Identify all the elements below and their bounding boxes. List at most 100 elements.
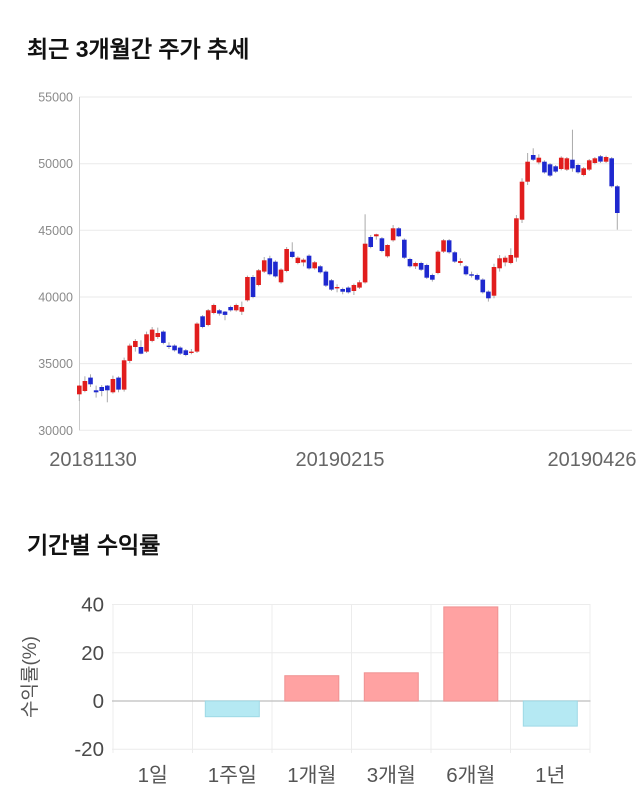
candle-up — [211, 305, 217, 313]
candle-up — [334, 287, 340, 289]
candle-down — [99, 387, 105, 391]
candle-up — [256, 270, 261, 285]
candle-up — [441, 240, 446, 252]
candle-up — [133, 341, 138, 347]
candle-up — [312, 262, 317, 269]
candle-down — [138, 347, 144, 354]
returns-x-category-label: 3개월 — [367, 764, 416, 787]
price-y-tick-label: 45000 — [38, 224, 73, 238]
returns-x-category-label: 1개월 — [287, 764, 336, 787]
candle-up — [261, 260, 267, 272]
candle-up — [110, 379, 116, 393]
returns-y-axis-title: 수익률(%) — [19, 636, 41, 718]
price-candlestick-chart: 55000 50000 45000 40000 35000 30000 20181130 20… — [38, 91, 637, 472]
candle-up — [149, 329, 155, 341]
candle-down — [402, 239, 407, 258]
candle-down — [486, 291, 491, 299]
candle-down — [379, 238, 385, 251]
candle-up — [497, 258, 502, 269]
candle-down — [480, 279, 486, 293]
return-bar-negative — [522, 700, 578, 727]
candle-up — [155, 333, 161, 337]
price-y-tick-label: 55000 — [38, 91, 73, 105]
candle-up — [189, 351, 194, 353]
candle-down — [323, 271, 329, 286]
candle-down — [250, 277, 256, 297]
candle-up — [127, 345, 133, 361]
candle-down — [553, 166, 558, 172]
candle-down — [228, 307, 233, 311]
candle-down — [424, 265, 430, 278]
price-y-tick-label: 50000 — [38, 157, 73, 171]
candle-up — [351, 285, 357, 291]
candle-down — [88, 377, 93, 385]
candle-down — [317, 266, 323, 273]
candle-up — [502, 257, 508, 263]
price-x-tick-label: 20190215 — [296, 449, 385, 471]
returns-x-category-label: 6개월 — [446, 764, 495, 787]
price-y-tick-label: 40000 — [38, 291, 73, 305]
candle-up — [233, 305, 239, 311]
candle-down — [177, 347, 183, 354]
candle-down — [474, 275, 480, 280]
candle-down — [446, 240, 452, 253]
candle-up — [435, 251, 441, 273]
returns-y-tick-label: -20 — [74, 738, 104, 761]
candle-up — [592, 158, 598, 163]
candle-up — [525, 161, 530, 182]
price-chart-title: 최근 3개월간 주가 추세 — [27, 36, 250, 62]
candle-up — [558, 157, 564, 169]
candle-down — [463, 266, 469, 275]
candle-down — [217, 310, 222, 314]
candle-up — [603, 157, 609, 162]
price-x-tick-label: 20190426 — [548, 449, 637, 471]
price-x-tick-label: 20181130 — [49, 449, 137, 471]
candle-up — [536, 157, 542, 163]
candle-down — [289, 251, 295, 257]
candle-up — [491, 267, 497, 296]
candle-down — [116, 377, 121, 390]
candle-up — [301, 259, 306, 263]
candle-down — [469, 274, 474, 276]
candle-down — [105, 385, 110, 391]
return-bar-negative — [204, 700, 260, 718]
candle-down — [345, 287, 351, 293]
return-bar-positive — [443, 606, 499, 702]
candle-down — [614, 186, 620, 213]
candle-down — [222, 311, 228, 315]
candle-up — [564, 158, 570, 170]
candle-up — [295, 257, 301, 263]
returns-chart-title: 기간별 수익률 — [27, 532, 161, 558]
candle-down — [93, 390, 99, 393]
candle-up — [508, 255, 514, 263]
candle-up — [519, 181, 525, 220]
candle-up — [385, 245, 390, 257]
candle-down — [609, 158, 614, 187]
candle-up — [581, 168, 586, 175]
candle-down — [452, 252, 458, 262]
price-y-tick-label: 35000 — [38, 357, 73, 371]
candle-up — [194, 323, 200, 352]
candle-down — [547, 164, 553, 176]
candle-down — [200, 316, 205, 327]
candle-down — [430, 275, 435, 280]
candle-up — [357, 282, 362, 288]
candle-up — [390, 228, 396, 241]
candle-down — [267, 258, 273, 275]
candle-up — [245, 277, 250, 301]
candle-down — [183, 350, 189, 355]
candle-down — [530, 155, 536, 160]
candle-up — [586, 160, 592, 170]
candle-down — [407, 259, 413, 267]
candle-up — [205, 310, 211, 325]
returns-bar-chart: 40 20 0 -20 1일 1주일 1개월 3개월 6개월 1년 수익률(%) — [19, 594, 591, 787]
return-bar-positive — [363, 672, 419, 702]
candle-down — [306, 255, 312, 269]
candle-up — [77, 385, 82, 395]
returns-y-tick-label: 40 — [81, 594, 104, 617]
return-bar-positive — [284, 675, 340, 702]
candle-up — [458, 261, 463, 263]
candle-down — [598, 156, 603, 162]
candle-down — [273, 261, 278, 277]
